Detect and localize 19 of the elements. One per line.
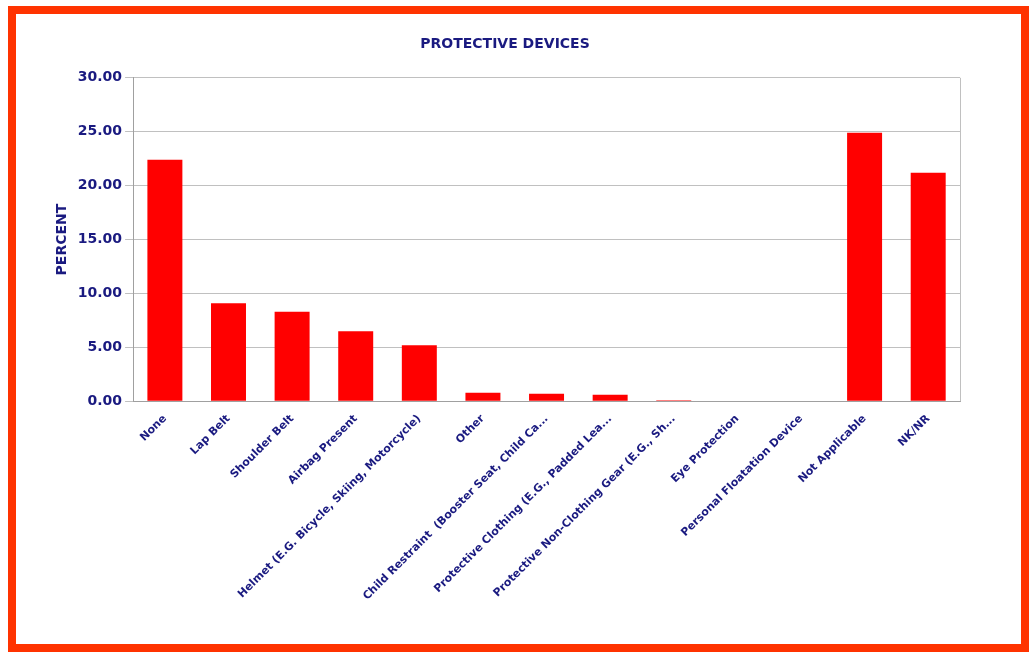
y-tick-label: 20.00 <box>77 176 123 193</box>
y-tick-label: 30.00 <box>77 68 123 85</box>
y-tick-label: 0.00 <box>87 391 123 408</box>
bar <box>910 172 946 401</box>
bar <box>147 159 183 401</box>
bar <box>338 331 374 401</box>
y-tick-label: 10.00 <box>77 284 123 301</box>
y-tick-label: 25.00 <box>77 122 123 139</box>
bar <box>274 311 310 401</box>
y-tick-label: 15.00 <box>77 230 123 247</box>
chart-title: PROTECTIVE DEVICES <box>420 35 590 52</box>
bar <box>592 394 628 401</box>
bar <box>401 345 437 401</box>
y-axis-title: PERCENT <box>53 203 70 276</box>
bar <box>465 392 501 401</box>
bar <box>529 393 565 401</box>
bar <box>211 303 246 401</box>
bar <box>847 132 883 401</box>
y-tick-label: 5.00 <box>87 337 123 354</box>
